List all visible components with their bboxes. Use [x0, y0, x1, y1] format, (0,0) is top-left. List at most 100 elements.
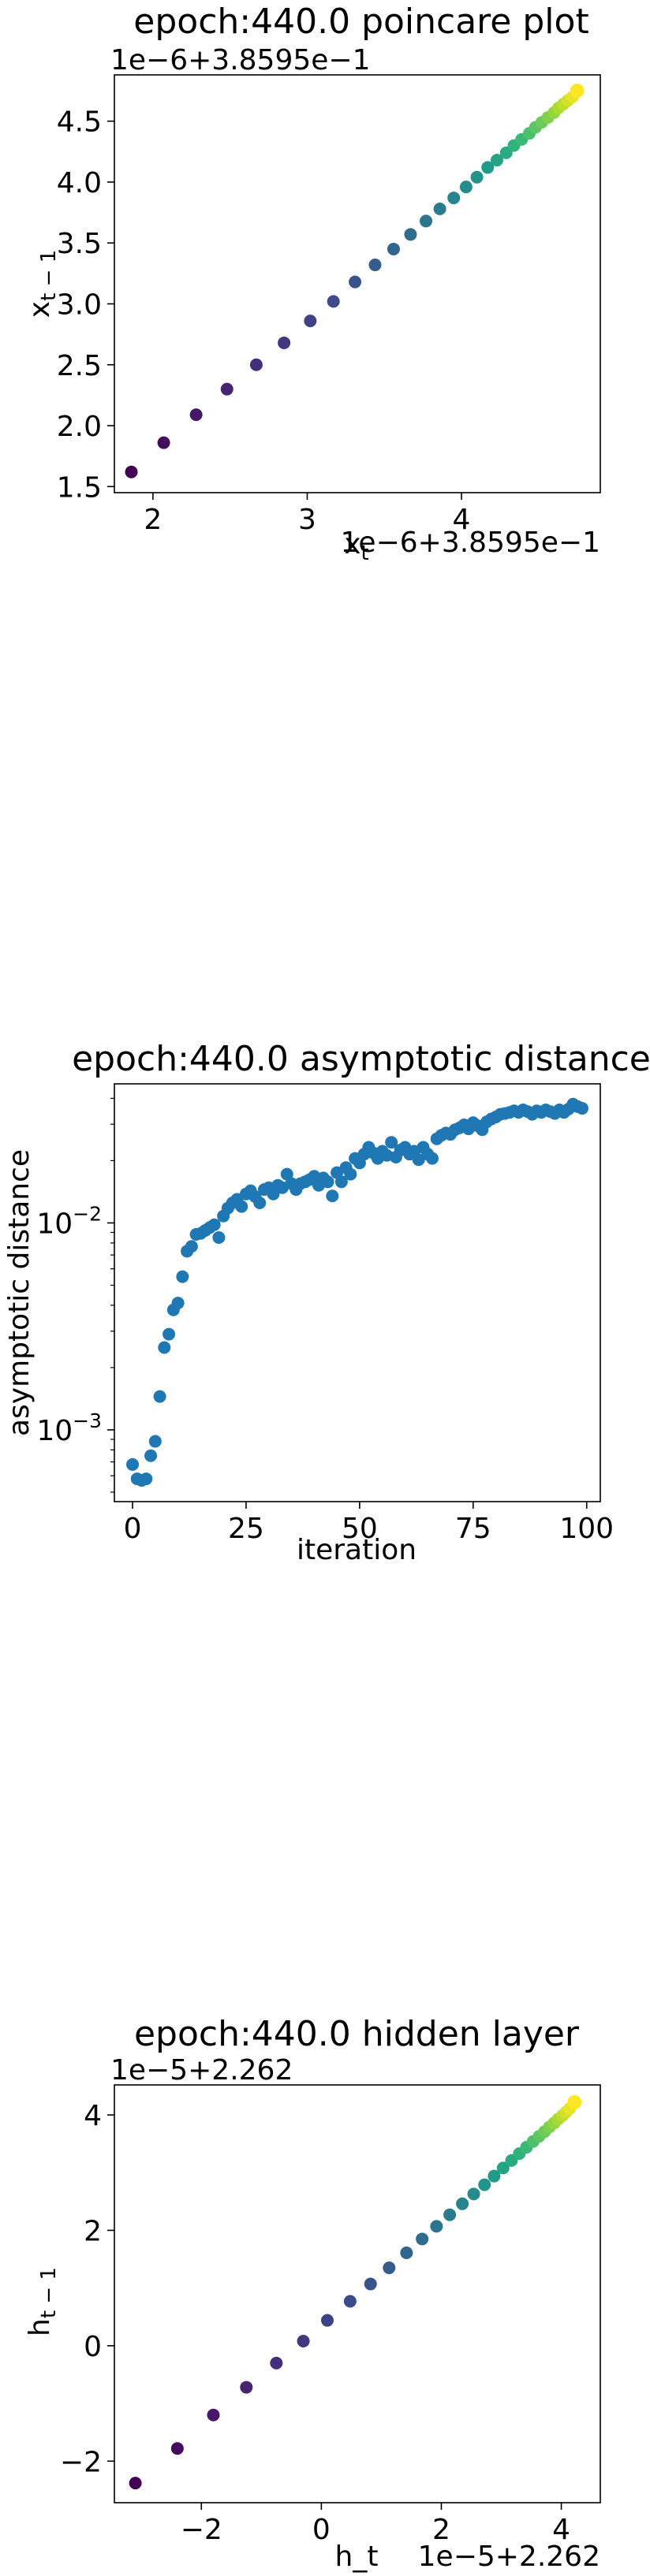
y-tick-label: 1.5: [57, 471, 102, 504]
data-point: [420, 214, 433, 228]
data-point: [185, 1240, 198, 1253]
x-tick-label: 2: [432, 2514, 450, 2546]
x-offset-label: 1e−5+2.262: [418, 2541, 600, 2573]
chart-title: epoch:440.0 asymptotic distance: [72, 1039, 650, 1079]
data-point: [412, 1153, 425, 1167]
data-point: [207, 1218, 221, 1231]
y-tick-label: 2.0: [57, 411, 102, 443]
data-point: [478, 2178, 491, 2191]
data-point: [443, 2208, 457, 2221]
data-point: [280, 1167, 293, 1181]
y-axis-label: ht − 1: [24, 2267, 61, 2336]
data-point: [368, 259, 382, 272]
data-point: [321, 1175, 334, 1189]
y-tick-label: 4.5: [57, 106, 102, 139]
data-points: [125, 84, 585, 478]
data-points: [129, 2094, 582, 2490]
data-point: [400, 2247, 413, 2260]
data-point: [349, 275, 362, 288]
data-point: [304, 315, 317, 328]
data-point: [570, 84, 585, 99]
plot-area: [114, 2084, 601, 2503]
data-point: [385, 1136, 398, 1149]
y-tick-label: 4: [84, 2100, 102, 2132]
x-axis-ticks: 0 25 50 75 100: [124, 1502, 614, 1545]
data-point: [297, 2335, 310, 2348]
data-points: [126, 1097, 588, 1487]
data-point: [430, 2220, 443, 2233]
data-point: [447, 192, 461, 205]
data-point: [327, 295, 340, 308]
y-axis-label: asymptotic distance: [3, 1149, 35, 1436]
data-point: [343, 2295, 357, 2308]
x-tick-label: 4: [552, 2514, 570, 2546]
x-tick-label: 3: [298, 504, 316, 536]
data-point: [496, 2161, 510, 2175]
y-tick-label: 2.5: [57, 350, 102, 382]
data-point: [433, 202, 446, 215]
data-point: [416, 2232, 429, 2246]
data-point: [171, 1297, 185, 1310]
data-point: [148, 1435, 162, 1448]
y-tick-label: 2: [84, 2215, 102, 2247]
y-offset-label: 1e−5+2.262: [110, 2054, 293, 2086]
data-point: [404, 228, 417, 241]
x-offset-label: 1e−6+3.8595e−1: [341, 527, 600, 559]
data-point: [220, 382, 233, 396]
data-point: [490, 154, 503, 167]
data-point: [481, 161, 495, 174]
data-point: [575, 1102, 588, 1115]
x-tick-label: 0: [124, 1513, 142, 1545]
data-point: [189, 408, 203, 422]
hidden-layer-chart: epoch:440.0 hidden layer 1e−5+2.262 −2 0 2…: [24, 2014, 601, 2573]
data-point: [364, 2277, 377, 2291]
x-tick-label: 75: [455, 1513, 491, 1545]
data-point: [153, 1390, 166, 1403]
y-axis-ticks: 1.5 2.0 2.5 3.0 3.5 4.0 4.5: [57, 106, 114, 504]
plot-area: [114, 1083, 601, 1502]
data-point: [140, 1472, 153, 1486]
y-tick-label: −2: [60, 2446, 102, 2478]
y-tick-label: 4.0: [57, 167, 102, 199]
plot-area: [114, 74, 601, 493]
x-tick-label: 0: [312, 2514, 331, 2546]
x-tick-label: 2: [144, 504, 162, 536]
data-point: [425, 1152, 439, 1165]
data-point: [470, 170, 484, 184]
y-tick-label: 3.0: [57, 288, 102, 321]
data-point: [334, 1175, 348, 1189]
poincare-chart: epoch:440.0 poincare plot 1e−6+3.8595e−1…: [24, 2, 601, 565]
x-tick-label: 25: [228, 1513, 264, 1545]
data-point: [459, 181, 473, 194]
data-point: [320, 2314, 334, 2327]
data-point: [157, 436, 170, 449]
data-point: [567, 2094, 582, 2109]
data-point: [235, 1200, 248, 1213]
y-axis-label: xt − 1: [24, 250, 61, 318]
y-tick-label: 10−3: [36, 1409, 102, 1447]
data-point: [383, 2261, 396, 2275]
x-tick-label: 50: [342, 1513, 378, 1545]
data-point: [126, 1457, 140, 1471]
x-axis-ticks: 2 3 4: [144, 493, 470, 536]
data-point: [158, 1341, 171, 1354]
data-point: [270, 2356, 283, 2369]
data-point: [144, 1449, 158, 1462]
y-axis-ticks: −2 0 2 4: [60, 2100, 114, 2478]
data-point: [129, 2477, 142, 2490]
x-tick-label: 4: [453, 504, 471, 536]
y-tick-label: 0: [84, 2331, 102, 2363]
y-offset-label: 1e−6+3.8595e−1: [110, 44, 370, 76]
y-axis-ticks: 10−3 10−2: [36, 1097, 114, 1493]
x-axis-label: iteration: [297, 1534, 417, 1566]
x-axis-ticks: −2 0 2 4: [181, 2503, 570, 2546]
data-point: [249, 358, 263, 371]
y-tick-label: 3.5: [57, 228, 102, 260]
data-point: [162, 1327, 176, 1341]
x-tick-label: 100: [559, 1513, 614, 1545]
data-point: [240, 2381, 253, 2394]
asymptotic-distance-chart: epoch:440.0 asymptotic distance 0 25 50 75 1…: [3, 1039, 650, 1566]
data-point: [207, 2408, 220, 2422]
x-axis-label: xt: [344, 528, 369, 565]
